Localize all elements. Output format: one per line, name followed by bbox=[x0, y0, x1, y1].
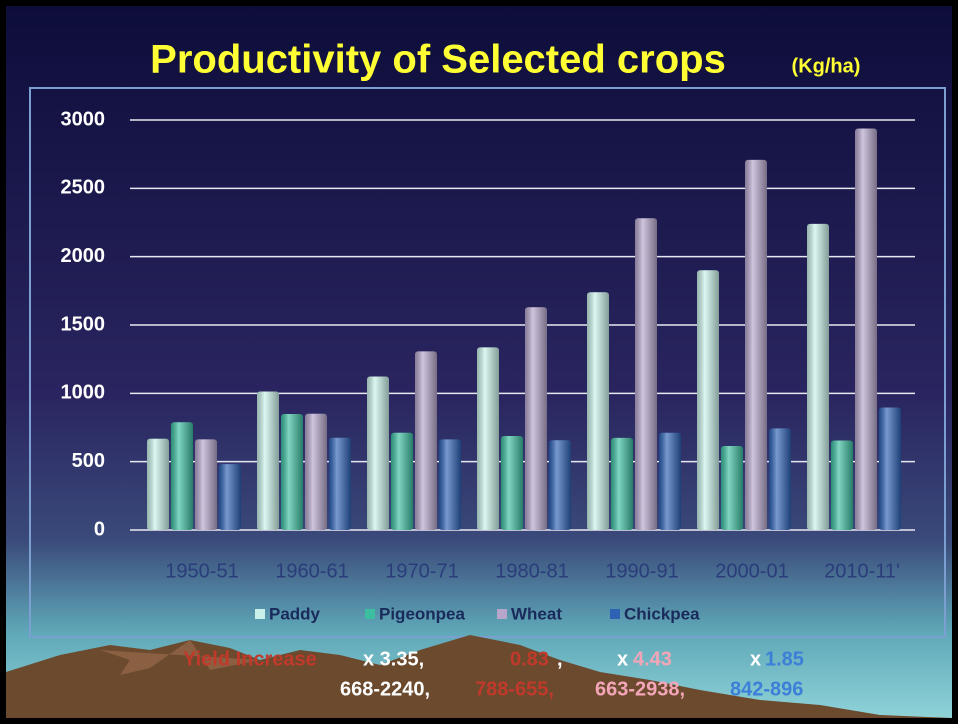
legend-label: Chickpea bbox=[624, 604, 700, 623]
annotation: 663-2938, bbox=[595, 678, 685, 700]
bar-group bbox=[391, 433, 413, 530]
x-tick-label: 2010-11' bbox=[824, 560, 900, 582]
annotation: 842-896 bbox=[730, 678, 803, 700]
y-tick-label: 1500 bbox=[61, 313, 106, 335]
y-tick-label: 2500 bbox=[61, 177, 106, 199]
bar-group bbox=[415, 351, 437, 530]
bar-group bbox=[147, 439, 169, 530]
annotation: x 3.35, bbox=[363, 648, 424, 670]
legend-label: Paddy bbox=[269, 604, 321, 623]
chart-subtitle: (Kg/ha) bbox=[792, 55, 861, 77]
legend-swatch bbox=[255, 609, 265, 619]
bar-shade bbox=[769, 428, 791, 530]
bar-group bbox=[501, 436, 523, 530]
legend-swatch bbox=[365, 609, 375, 619]
bar-group bbox=[831, 440, 853, 530]
x-tick-label: 1990-91 bbox=[605, 560, 678, 582]
bar-shade bbox=[147, 439, 169, 530]
bar-group bbox=[587, 292, 609, 530]
bar-shade bbox=[281, 414, 303, 530]
y-tick-label: 0 bbox=[94, 518, 105, 540]
bar-group bbox=[439, 439, 461, 530]
bar-shade bbox=[525, 307, 547, 530]
bar-group bbox=[745, 160, 767, 530]
bar-shade bbox=[477, 347, 499, 530]
bar-group bbox=[807, 224, 829, 530]
bar-shade bbox=[831, 440, 853, 530]
annotation: x bbox=[617, 648, 628, 670]
bar-group bbox=[721, 446, 743, 530]
legend-label: Pigeonpea bbox=[379, 604, 466, 623]
bar-shade bbox=[391, 433, 413, 530]
bar-group bbox=[195, 439, 217, 530]
annotation: 788-655, bbox=[475, 678, 554, 700]
bar-shade bbox=[329, 438, 351, 530]
bar-shade bbox=[367, 377, 389, 530]
x-tick-label: 2000-01 bbox=[715, 560, 788, 582]
bar-shade bbox=[549, 440, 571, 530]
bar-group bbox=[219, 464, 241, 530]
legend-swatch bbox=[497, 609, 507, 619]
x-tick-label: 1950-51 bbox=[165, 560, 238, 582]
x-tick-label: 1960-61 bbox=[275, 560, 348, 582]
bar-shade bbox=[635, 218, 657, 530]
bar-group bbox=[257, 392, 279, 530]
bar-group bbox=[611, 438, 633, 530]
y-tick-label: 500 bbox=[72, 450, 105, 472]
annotation: Yield Increase bbox=[183, 648, 317, 670]
legend-label: Wheat bbox=[511, 604, 562, 623]
y-tick-label: 2000 bbox=[61, 245, 106, 267]
bar-shade bbox=[415, 351, 437, 530]
bar-shade bbox=[879, 408, 901, 530]
slide: Productivity of Selected crops (Kg/ha) 0… bbox=[0, 0, 958, 724]
bar-group bbox=[367, 377, 389, 530]
bar-shade bbox=[807, 224, 829, 530]
bar-shade bbox=[697, 270, 719, 530]
x-tick-label: 1970-71 bbox=[385, 560, 458, 582]
annotation: 1.85 bbox=[765, 648, 804, 670]
legend-swatch bbox=[610, 609, 620, 619]
y-tick-label: 3000 bbox=[61, 108, 106, 130]
bar-shade bbox=[439, 439, 461, 530]
bar-shade bbox=[219, 464, 241, 530]
bar-group bbox=[879, 408, 901, 530]
bar-shade bbox=[587, 292, 609, 530]
chart-title: Productivity of Selected crops bbox=[150, 38, 726, 82]
bar-shade bbox=[659, 433, 681, 530]
bar-group bbox=[171, 422, 193, 530]
bar-group bbox=[697, 270, 719, 530]
bar-group bbox=[549, 440, 571, 530]
bar-group bbox=[855, 128, 877, 530]
bar-group bbox=[329, 438, 351, 530]
bar-group bbox=[525, 307, 547, 530]
bar-shade bbox=[257, 392, 279, 530]
bar-shade bbox=[745, 160, 767, 530]
bar-group bbox=[659, 433, 681, 530]
bar-shade bbox=[305, 414, 327, 530]
bar-group bbox=[769, 428, 791, 530]
annotation: 0.83 bbox=[510, 648, 549, 670]
annotation: 4.43 bbox=[633, 648, 672, 670]
bar-shade bbox=[721, 446, 743, 530]
bar-group bbox=[305, 414, 327, 530]
bar-group bbox=[635, 218, 657, 530]
annotation: x bbox=[750, 648, 761, 670]
annotation: 668-2240, bbox=[340, 678, 430, 700]
bar-shade bbox=[171, 422, 193, 530]
bar-group bbox=[281, 414, 303, 530]
y-tick-label: 1000 bbox=[61, 382, 106, 404]
bar-shade bbox=[611, 438, 633, 530]
annotation: , bbox=[557, 648, 563, 670]
bar-shade bbox=[501, 436, 523, 530]
x-tick-label: 1980-81 bbox=[495, 560, 568, 582]
bar-shade bbox=[195, 439, 217, 530]
bar-group bbox=[477, 347, 499, 530]
bar-shade bbox=[855, 128, 877, 530]
